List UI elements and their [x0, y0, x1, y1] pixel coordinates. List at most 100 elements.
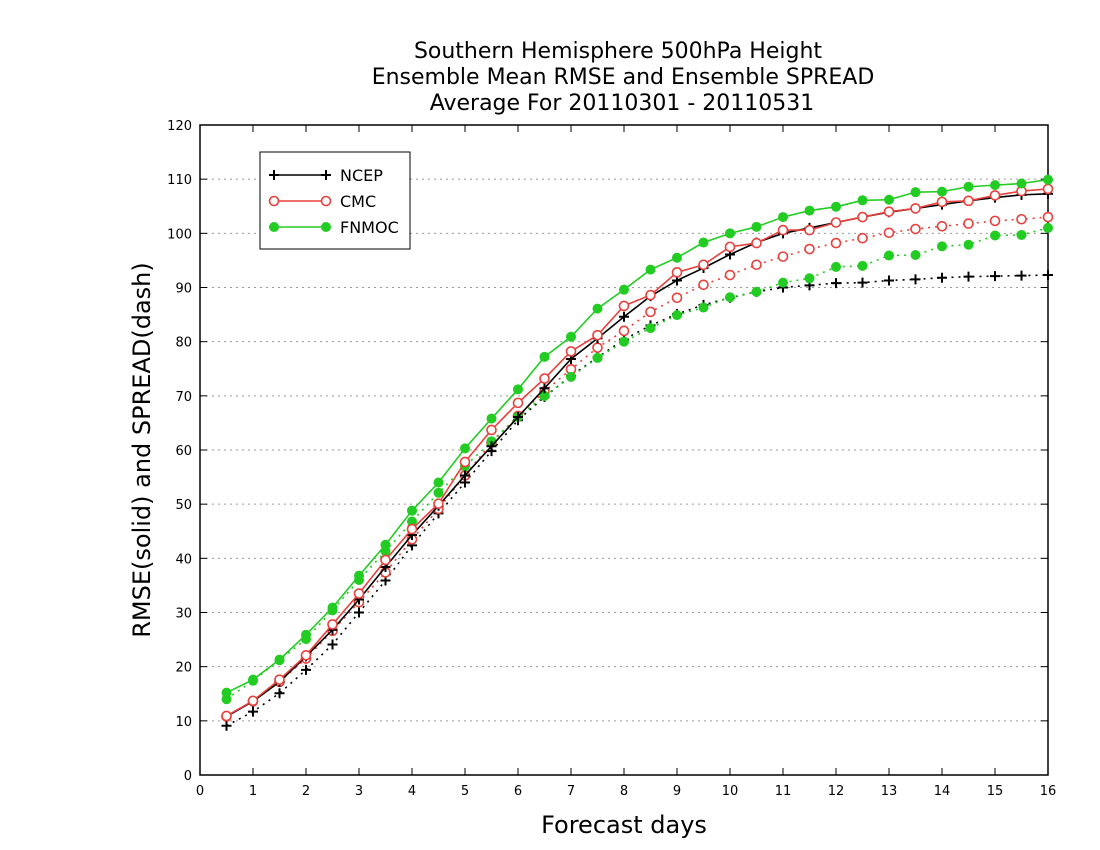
data-point-fnmoc-spread [910, 250, 921, 260]
chart-title: Southern Hemisphere 500hPa Height Ensemb… [372, 39, 875, 116]
legend-marker [269, 222, 279, 232]
data-point-ncep-spread [301, 664, 311, 675]
x-tick-label: 12 [828, 784, 845, 799]
data-point-fnmoc-rmse [221, 687, 232, 698]
data-point-fnmoc-spread [698, 302, 709, 313]
data-point-fnmoc-rmse [778, 212, 788, 223]
data-point-cmc-rmse [565, 346, 577, 357]
data-point-ncep-rmse [539, 383, 550, 394]
data-point-cmc-rmse [671, 267, 683, 278]
data-point-cmc-rmse [486, 424, 497, 436]
data-point-fnmoc-rmse [698, 237, 709, 248]
data-point-fnmoc-spread [884, 250, 894, 261]
data-point-fnmoc-spread [1043, 222, 1053, 233]
data-point-ncep-spread [910, 274, 921, 285]
data-point-fnmoc-rmse [274, 654, 285, 665]
series-line-fnmoc-rmse [226, 178, 1049, 694]
data-point-fnmoc-rmse [672, 252, 682, 263]
x-tick-label: 13 [881, 784, 898, 799]
data-point-cmc-spread [645, 306, 656, 318]
data-point-cmc-spread [1016, 213, 1027, 225]
data-point-fnmoc-rmse [963, 181, 974, 192]
data-point-fnmoc-rmse [433, 477, 444, 488]
data-point-fnmoc-rmse [910, 187, 921, 198]
data-point-cmc-rmse [698, 259, 709, 271]
data-point-fnmoc-spread [672, 310, 682, 321]
data-point-cmc-rmse [777, 224, 789, 236]
data-point-cmc-rmse [751, 237, 762, 249]
data-point-ncep-spread [963, 271, 974, 282]
data-point-fnmoc-spread [751, 286, 762, 297]
x-tick-label: 2 [302, 784, 310, 799]
data-point-ncep-spread [327, 639, 338, 650]
data-point-fnmoc-rmse [327, 602, 338, 613]
data-point-ncep-spread [221, 720, 232, 731]
x-axis-title: Forecast days [541, 811, 707, 839]
data-point-cmc-rmse [804, 224, 815, 236]
y-tick-label: 110 [167, 173, 192, 188]
y-tick-label: 40 [175, 552, 192, 567]
data-point-ncep-spread [1043, 270, 1053, 281]
legend-marker [321, 222, 331, 232]
y-tick-label: 60 [175, 444, 192, 459]
data-point-cmc-rmse [300, 649, 312, 661]
legend-label: CMC [340, 192, 376, 211]
y-tick-label: 10 [175, 715, 192, 730]
data-point-cmc-rmse [433, 498, 444, 509]
data-point-cmc-rmse [221, 710, 232, 722]
data-point-fnmoc-spread [1016, 229, 1027, 240]
data-point-fnmoc-spread [963, 239, 974, 250]
legend-item-cmc: CMC [268, 192, 376, 211]
y-tick-label: 120 [167, 119, 192, 134]
data-point-fnmoc-rmse [751, 221, 762, 232]
series-layer [221, 174, 1054, 731]
data-point-cmc-rmse [724, 241, 736, 253]
data-point-cmc-rmse [963, 195, 974, 207]
legend-marker [320, 195, 332, 207]
data-point-cmc-spread [830, 237, 842, 249]
data-point-fnmoc-spread [990, 230, 1000, 241]
y-tick-label: 80 [175, 336, 192, 351]
data-point-fnmoc-rmse [592, 303, 603, 314]
data-point-cmc-rmse [936, 196, 948, 208]
data-point-fnmoc-rmse [380, 539, 391, 550]
data-point-cmc-rmse [406, 523, 418, 535]
data-point-fnmoc-rmse [937, 186, 947, 197]
data-point-fnmoc-rmse [566, 331, 576, 342]
data-point-cmc-spread [910, 223, 921, 235]
data-point-cmc-spread [724, 269, 736, 281]
data-point-fnmoc-spread [831, 261, 841, 272]
data-point-fnmoc-spread [566, 371, 576, 382]
x-tick-label: 16 [1040, 784, 1057, 799]
legend-marker [321, 170, 331, 180]
chart-title-line-3: Average For 20110301 - 20110531 [430, 91, 815, 116]
data-point-fnmoc-rmse [354, 570, 364, 581]
data-point-ncep-spread [1016, 270, 1027, 281]
x-tick-label: 7 [567, 784, 575, 799]
y-tick-label: 20 [175, 661, 192, 676]
data-point-fnmoc-rmse [884, 194, 894, 205]
legend-marker [269, 170, 279, 180]
data-point-cmc-rmse [327, 619, 338, 630]
x-tick-label: 10 [722, 784, 739, 799]
data-point-fnmoc-spread [937, 241, 947, 252]
data-point-cmc-rmse [989, 190, 1001, 201]
legend-item-ncep: NCEP [269, 166, 383, 185]
y-tick-label: 90 [175, 282, 192, 297]
y-tick-label: 30 [175, 607, 192, 622]
x-tick-label: 0 [196, 784, 204, 799]
x-tick-label: 5 [461, 784, 469, 799]
x-tick-label: 9 [673, 784, 681, 799]
series-line-cmc-rmse [226, 188, 1049, 717]
x-tick-label: 1 [249, 784, 257, 799]
data-point-fnmoc-spread [725, 292, 735, 303]
data-point-fnmoc-rmse [725, 228, 735, 239]
data-point-fnmoc-spread [619, 336, 629, 347]
y-tick-label: 100 [167, 227, 192, 242]
data-point-fnmoc-rmse [990, 180, 1000, 191]
data-point-fnmoc-spread [592, 352, 603, 363]
y-tick-label: 0 [184, 769, 192, 784]
data-point-ncep-spread [354, 607, 364, 618]
data-point-cmc-rmse [1042, 183, 1054, 195]
data-point-cmc-rmse [830, 217, 842, 228]
